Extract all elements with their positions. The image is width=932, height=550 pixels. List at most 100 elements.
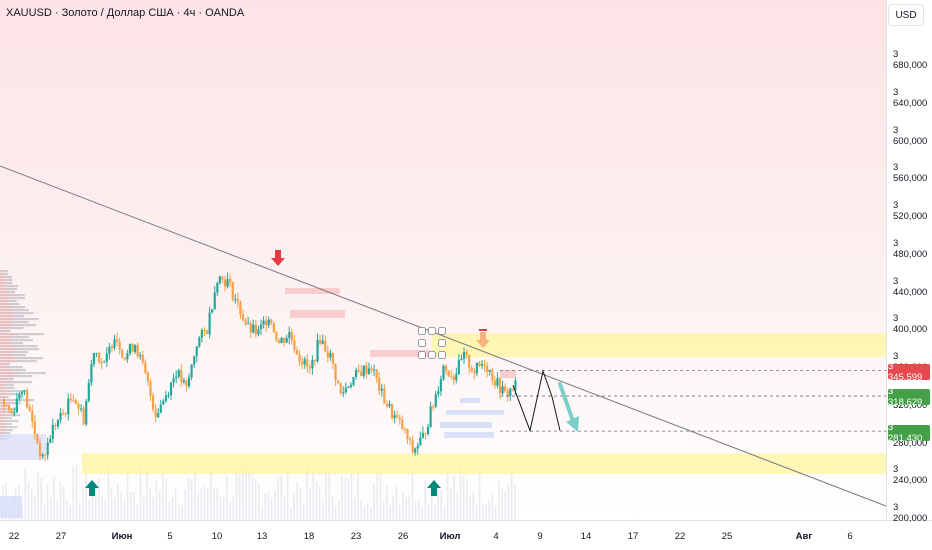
volume-profile-bar: [0, 327, 10, 330]
volume-profile-bar: [0, 336, 12, 339]
candle-body: [455, 374, 458, 381]
candle-body: [226, 278, 229, 287]
volume-bar: [133, 492, 135, 520]
candle-body: [241, 314, 245, 320]
selection-handle: [418, 339, 426, 347]
candle-body: [316, 340, 319, 362]
candle-body: [506, 390, 509, 397]
candle-body: [72, 400, 75, 402]
volume-bar: [146, 468, 148, 520]
volume-bar: [162, 473, 164, 520]
time-tick-label: Июн: [111, 531, 133, 542]
candle-body: [118, 341, 121, 350]
volume-bar: [494, 506, 497, 520]
candle-body: [31, 410, 34, 422]
volume-profile-bar: [0, 273, 9, 276]
volume-bar: [66, 500, 68, 520]
candle-body: [411, 439, 414, 453]
volume-bar: [30, 489, 33, 520]
volume-bar: [283, 495, 286, 520]
time-axis[interactable]: [0, 521, 932, 550]
trendline: [0, 165, 887, 507]
volume-profile-bar: [0, 429, 13, 432]
volume-profile-bar: [0, 390, 10, 393]
candle-body: [437, 391, 440, 395]
candle-body: [154, 409, 157, 418]
candle-body: [100, 362, 103, 364]
volume-profile-bar: [0, 369, 11, 372]
volume-bar: [242, 464, 244, 520]
candle-body: [380, 388, 383, 391]
volume-bar: [101, 495, 103, 520]
arrow-down-icon: [271, 250, 285, 266]
time-tick-label: 14: [580, 531, 592, 542]
time-axis-divider: [0, 520, 932, 521]
zones: [82, 288, 886, 475]
candle-body: [205, 330, 209, 335]
candle-body: [473, 371, 476, 374]
volume-bar: [478, 468, 481, 520]
volume-bar: [376, 470, 378, 520]
candle-body: [236, 299, 239, 302]
volume-profile-bar: [0, 294, 10, 297]
candle-body: [259, 324, 263, 330]
volume-profile-bar: [0, 315, 10, 318]
volume-bar: [203, 485, 206, 520]
volume-profile-bar: [0, 429, 6, 432]
candle-body: [470, 367, 473, 372]
candle-body: [90, 364, 93, 383]
volume-bar: [274, 490, 276, 520]
volume-profile-bar: [0, 360, 37, 363]
volume-bar: [302, 503, 305, 520]
volume-profile-bar: [0, 300, 7, 303]
volume-bar: [331, 496, 334, 520]
arrow-up-icon: [85, 480, 99, 496]
volume-bar: [293, 491, 295, 520]
price-axis[interactable]: [886, 0, 932, 550]
currency-button[interactable]: USD: [888, 4, 924, 26]
candle-body: [33, 421, 36, 435]
candle-body: [82, 408, 85, 425]
candle-body: [462, 351, 466, 359]
volume-bar: [373, 483, 375, 520]
volume-profile-bar: [0, 312, 14, 315]
volume-bar: [290, 507, 292, 520]
volume-profile-bar: [0, 330, 5, 333]
volume-bar: [181, 505, 183, 520]
volume-profile-bar: [0, 345, 16, 348]
time-tick-label: 10: [211, 531, 223, 542]
candle-body: [406, 429, 409, 440]
volume-profile-bar: [0, 270, 4, 273]
candle-body: [41, 454, 44, 457]
candle-body: [357, 369, 360, 372]
candle-body: [478, 362, 481, 366]
candle-body: [468, 355, 471, 368]
volume-profile-bar: [0, 306, 11, 309]
volume-profile-bar: [0, 318, 16, 321]
volume-bar: [216, 488, 218, 520]
volume-profile-bar: [0, 348, 16, 351]
volume-profile-bar: [0, 276, 5, 279]
symbol-title[interactable]: XAUUSD · Золото / Доллар США · 4ч · OAND…: [6, 7, 245, 19]
candle-body: [44, 454, 47, 456]
volume-bar: [312, 468, 314, 520]
volume-profile-bar: [0, 378, 6, 381]
volume-bar: [229, 502, 231, 520]
selection-handle: [418, 351, 426, 359]
candle-body: [175, 376, 178, 378]
candle-body: [295, 349, 299, 355]
volume-profile-bar: [0, 339, 33, 342]
candle-body: [385, 403, 389, 407]
volume-bars: [2, 463, 516, 520]
volume-profile-bar: [0, 423, 5, 426]
candle-body: [349, 384, 353, 387]
candle-body: [452, 376, 455, 381]
candle-body: [367, 368, 371, 374]
candle-body: [28, 407, 31, 411]
candle-body: [46, 442, 49, 455]
volume-bar: [34, 495, 36, 520]
volume-bar: [82, 488, 84, 520]
volume-profile-bar: [0, 381, 13, 384]
volume-bar: [296, 481, 298, 520]
